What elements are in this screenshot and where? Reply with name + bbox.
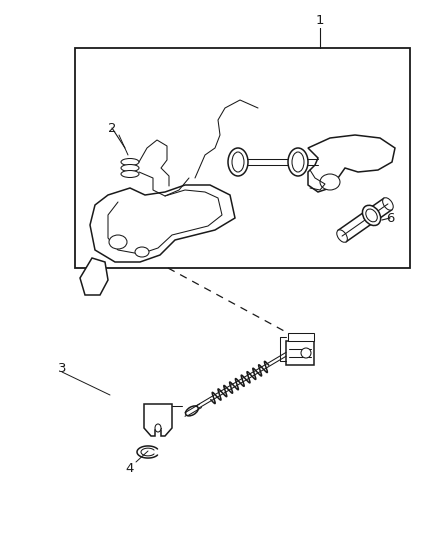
Polygon shape <box>337 198 391 242</box>
Ellipse shape <box>336 230 346 243</box>
Polygon shape <box>90 185 234 262</box>
Polygon shape <box>307 135 394 192</box>
Polygon shape <box>80 258 108 295</box>
Ellipse shape <box>155 424 161 432</box>
Ellipse shape <box>382 198 392 210</box>
Text: 2: 2 <box>107 122 116 134</box>
Ellipse shape <box>362 205 380 225</box>
Ellipse shape <box>135 247 148 257</box>
Ellipse shape <box>121 158 139 166</box>
Ellipse shape <box>231 152 244 172</box>
Bar <box>75 48 409 268</box>
Ellipse shape <box>121 165 139 172</box>
Ellipse shape <box>227 148 247 176</box>
Polygon shape <box>144 404 172 436</box>
Ellipse shape <box>185 406 198 416</box>
Text: 4: 4 <box>126 462 134 474</box>
Text: 1: 1 <box>315 13 324 27</box>
Ellipse shape <box>291 152 303 172</box>
Ellipse shape <box>319 174 339 190</box>
Polygon shape <box>285 341 313 365</box>
Ellipse shape <box>300 348 310 358</box>
Text: 6: 6 <box>385 212 393 224</box>
Ellipse shape <box>109 235 127 249</box>
Ellipse shape <box>287 148 307 176</box>
Text: 3: 3 <box>58 361 66 375</box>
Polygon shape <box>287 333 313 341</box>
Ellipse shape <box>365 209 376 222</box>
Ellipse shape <box>121 171 139 177</box>
